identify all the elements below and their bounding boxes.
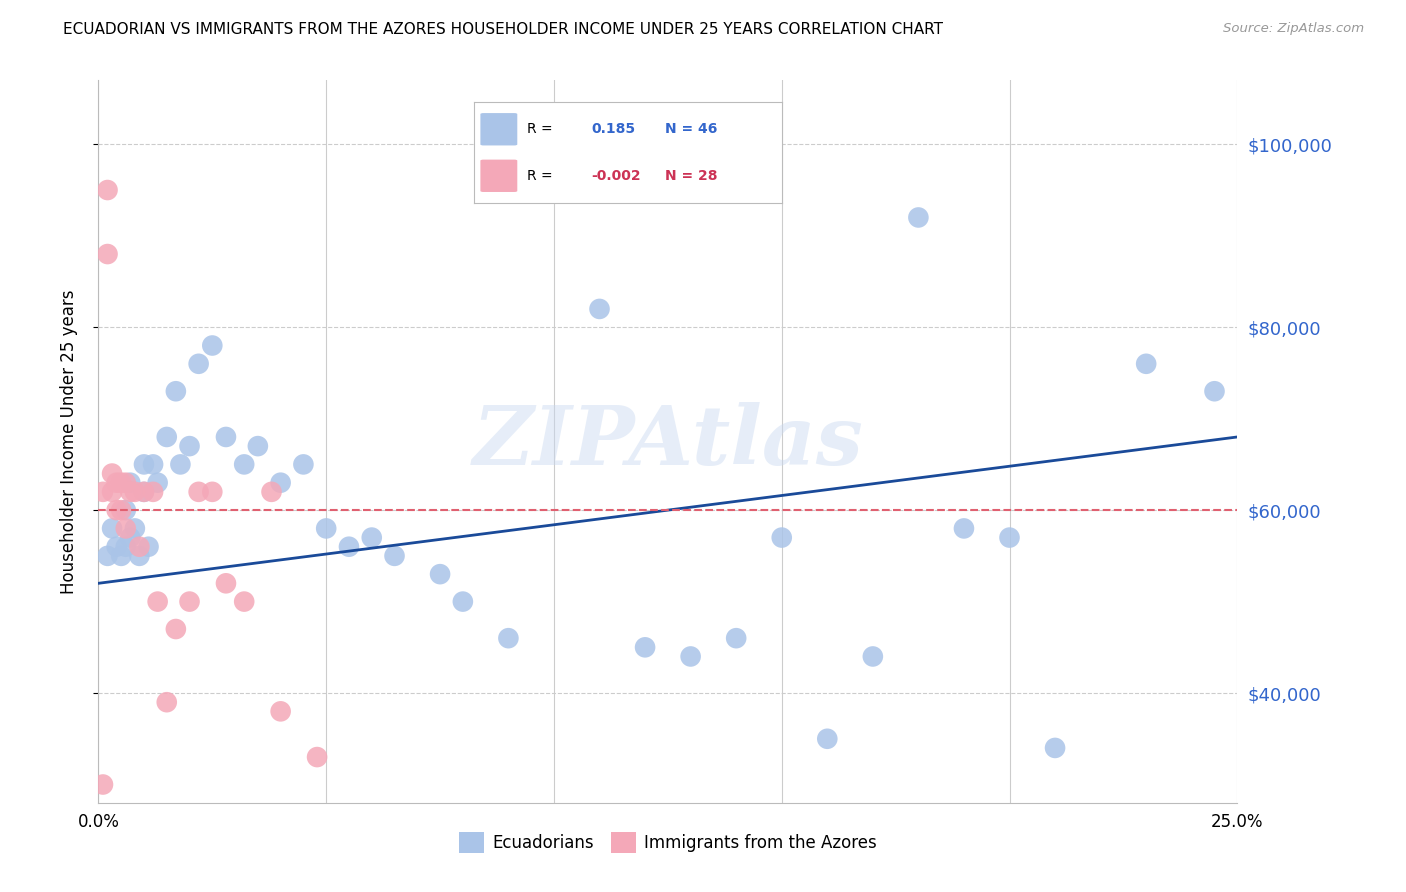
Point: [120, 484, 142, 499]
Point: [96, 549, 118, 563]
Point: [260, 484, 283, 499]
Point: [384, 549, 406, 563]
Point: [588, 301, 610, 316]
Point: [91, 484, 114, 499]
Point: [634, 640, 657, 655]
Point: [105, 475, 128, 490]
Point: [101, 521, 124, 535]
Point: [132, 484, 155, 499]
Point: [233, 458, 256, 472]
Point: [114, 521, 136, 535]
Point: [907, 211, 929, 225]
Point: [953, 521, 976, 535]
Point: [187, 484, 209, 499]
Point: [169, 458, 191, 472]
Point: [142, 484, 165, 499]
Point: [91, 777, 114, 791]
Point: [998, 531, 1021, 545]
Point: [360, 531, 382, 545]
Legend: Ecuadorians, Immigrants from the Azores: Ecuadorians, Immigrants from the Azores: [453, 826, 883, 860]
Text: ZIPAtlas: ZIPAtlas: [472, 401, 863, 482]
Point: [110, 475, 132, 490]
Point: [201, 484, 224, 499]
Point: [451, 594, 474, 608]
Point: [146, 475, 169, 490]
Point: [96, 247, 118, 261]
Point: [179, 594, 201, 608]
Point: [128, 549, 150, 563]
Point: [201, 338, 224, 352]
Point: [101, 467, 124, 481]
Point: [179, 439, 201, 453]
Point: [165, 622, 187, 636]
Y-axis label: Householder Income Under 25 years: Householder Income Under 25 years: [59, 289, 77, 594]
Point: [187, 357, 209, 371]
Point: [679, 649, 702, 664]
Point: [815, 731, 838, 746]
Point: [215, 576, 238, 591]
Point: [215, 430, 238, 444]
Point: [156, 695, 179, 709]
Point: [1204, 384, 1226, 399]
Point: [132, 484, 155, 499]
Point: [1135, 357, 1157, 371]
Point: [142, 458, 165, 472]
Point: [146, 594, 169, 608]
Point: [862, 649, 884, 664]
Point: [96, 183, 118, 197]
Point: [1043, 740, 1066, 755]
Point: [114, 503, 136, 517]
Text: Source: ZipAtlas.com: Source: ZipAtlas.com: [1223, 22, 1364, 36]
Point: [105, 540, 128, 554]
Point: [270, 704, 292, 718]
Point: [138, 540, 160, 554]
Point: [770, 531, 793, 545]
Point: [337, 540, 360, 554]
Point: [124, 484, 146, 499]
Point: [132, 458, 155, 472]
Point: [101, 484, 124, 499]
Point: [110, 503, 132, 517]
Point: [120, 531, 142, 545]
Point: [128, 540, 150, 554]
Point: [156, 430, 179, 444]
Point: [246, 439, 269, 453]
Point: [270, 475, 292, 490]
Point: [315, 521, 337, 535]
Point: [124, 521, 146, 535]
Text: ECUADORIAN VS IMMIGRANTS FROM THE AZORES HOUSEHOLDER INCOME UNDER 25 YEARS CORRE: ECUADORIAN VS IMMIGRANTS FROM THE AZORES…: [63, 22, 943, 37]
Point: [233, 594, 256, 608]
Point: [120, 475, 142, 490]
Point: [292, 458, 315, 472]
Point: [110, 549, 132, 563]
Point: [114, 475, 136, 490]
Point: [165, 384, 187, 399]
Point: [105, 503, 128, 517]
Point: [498, 631, 520, 645]
Point: [725, 631, 748, 645]
Point: [307, 750, 329, 764]
Point: [429, 567, 451, 582]
Point: [114, 540, 136, 554]
